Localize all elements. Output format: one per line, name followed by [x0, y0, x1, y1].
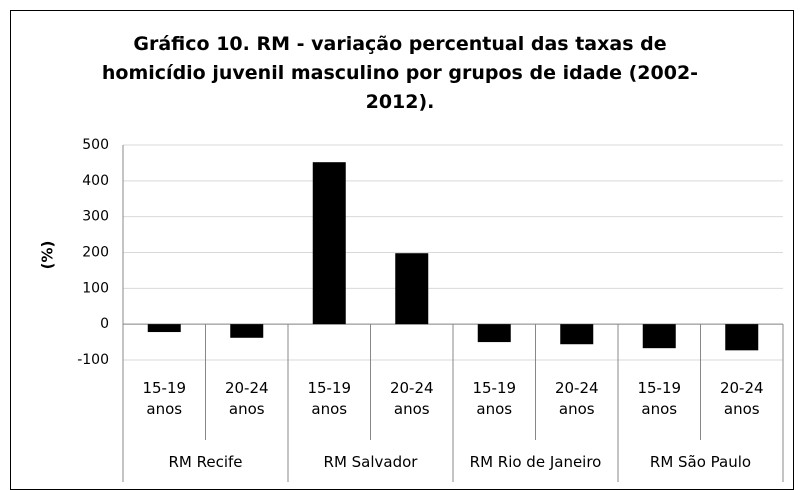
bar — [147, 324, 181, 333]
bar — [312, 162, 346, 325]
bar — [395, 253, 429, 325]
x-tick-label: 15-19 anos — [307, 379, 352, 418]
x-tick-label: 15-19 anos — [142, 379, 187, 418]
x-tick-label: 20-24 anos — [389, 379, 434, 418]
group-label: RM Salvador — [323, 453, 418, 471]
x-tick-label: 20-24 anos — [224, 379, 269, 418]
bar — [560, 324, 594, 345]
y-axis-label: (%) — [39, 241, 57, 270]
bar — [725, 324, 759, 351]
y-tick-label: 100 — [82, 280, 109, 296]
group-label: RM São Paulo — [649, 453, 752, 471]
chart-title: Gráfico 10. RM - variação percentual das… — [101, 33, 699, 113]
y-tick-label: 0 — [100, 316, 109, 332]
y-tick-label: 400 — [82, 173, 109, 189]
y-tick-label: 200 — [82, 245, 109, 261]
x-tick-label: 15-19 anos — [637, 379, 682, 418]
x-tick-label: 20-24 anos — [554, 379, 599, 418]
group-label: RM Recife — [168, 453, 243, 471]
bar — [642, 324, 676, 349]
y-tick-label: 300 — [82, 209, 109, 225]
bar — [477, 324, 511, 343]
group-label: RM Rio de Janeiro — [469, 453, 602, 471]
y-tick-label: 500 — [82, 137, 109, 153]
x-tick-label: 15-19 anos — [472, 379, 517, 418]
y-tick-label: -100 — [77, 352, 109, 368]
bar — [230, 324, 264, 338]
x-tick-label: 20-24 anos — [719, 379, 764, 418]
